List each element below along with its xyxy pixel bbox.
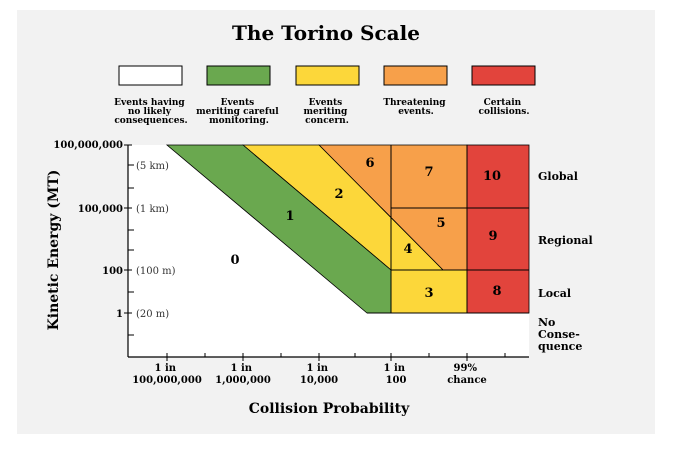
y-size-label: (100 m): [136, 266, 176, 277]
level-label-5: 5: [436, 216, 445, 231]
region-label-regional: Regional: [538, 234, 593, 247]
legend-swatch-orange: [383, 65, 448, 86]
region-labels: Global Regional Local No Conse- quence: [538, 170, 593, 353]
y-size-label: (20 m): [136, 309, 169, 320]
x-tick-label: 1 in 1,000,000: [215, 363, 271, 386]
x-tick-labels: 1 in 100,000,000 1 in 1,000,000 1 in 10,…: [132, 363, 487, 386]
plot-area: 0 1 2 3 4 5 6 7 8 9 10: [124, 144, 530, 361]
x-tick-label: 1 in 10,000: [300, 363, 338, 386]
level-label-9: 9: [488, 229, 497, 244]
level-label-4: 4: [403, 242, 412, 257]
level-label-0: 0: [230, 253, 239, 268]
legend-caption-red: Certain collisions.: [479, 98, 530, 117]
legend-caption-orange: Threatening events.: [383, 98, 448, 117]
y-tick-label: 1: [116, 309, 123, 320]
legend-caption-green: Events meriting careful monitoring.: [196, 98, 282, 126]
page-title: The Torino Scale: [232, 21, 420, 45]
level-label-2: 2: [334, 187, 343, 202]
level-label-3: 3: [424, 286, 433, 301]
x-tick-label: 99% chance: [447, 363, 487, 386]
level-label-7: 7: [424, 165, 433, 180]
region-label-local: Local: [538, 287, 571, 300]
region-label-no-consequence: No Conse- quence: [538, 316, 584, 353]
y-tick-label: 100: [102, 266, 123, 277]
legend-swatch-yellow: [295, 65, 360, 86]
legend: Events having no likely consequences. Ev…: [114, 65, 536, 126]
level-label-1: 1: [285, 209, 294, 224]
legend-swatch-red: [471, 65, 536, 86]
y-axis-label: Kinetic Energy (MT): [46, 170, 62, 331]
x-tick-label: 1 in 100,000,000: [132, 363, 202, 386]
y-tick-labels: 100,000,000 100,000 100 1 (5 km) (1 km) …: [53, 140, 175, 320]
level-label-8: 8: [492, 284, 501, 299]
region-label-global: Global: [538, 170, 578, 183]
legend-swatch-green: [206, 65, 271, 86]
legend-swatch-white: [118, 65, 183, 86]
legend-caption-white: Events having no likely consequences.: [114, 98, 188, 126]
y-tick-label: 100,000: [78, 204, 123, 215]
y-size-label: (5 km): [136, 161, 169, 172]
y-tick-label: 100,000,000: [53, 140, 123, 151]
legend-caption-yellow: Events meriting concern.: [304, 98, 351, 126]
x-tick-label: 1 in 100: [384, 363, 409, 386]
x-axis-label: Collision Probability: [249, 401, 410, 417]
y-size-label: (1 km): [136, 204, 169, 215]
level-label-6: 6: [365, 156, 374, 171]
level-label-10: 10: [483, 169, 501, 184]
